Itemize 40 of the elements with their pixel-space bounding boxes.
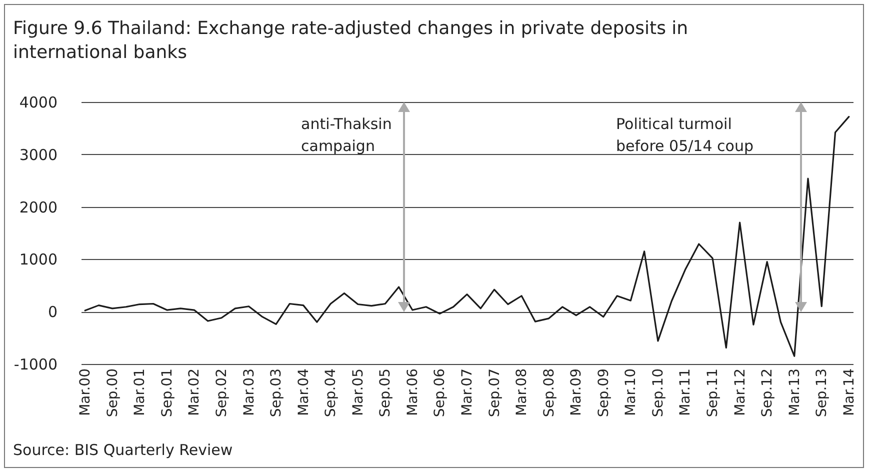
x-tick-label: Mar.04 <box>296 368 312 416</box>
y-tick-label: 1000 <box>19 250 58 269</box>
x-tick-label: Sep.09 <box>596 368 612 418</box>
y-tick-label: 2000 <box>19 198 58 216</box>
x-tick-label: Sep.04 <box>323 368 340 418</box>
y-tick-label: -1000 <box>14 356 58 374</box>
x-tick-label: Sep.08 <box>541 368 558 418</box>
x-tick-label: Sep.06 <box>432 368 448 418</box>
y-tick-label: 0 <box>48 303 58 322</box>
chart-title: Figure 9.6 Thailand: Exchange rate-adjusted changes in private deposits in international banks <box>13 17 690 65</box>
x-tick-label: Sep.02 <box>214 368 230 418</box>
x-tick-label: Mar.13 <box>786 368 803 416</box>
x-tick-label: Mar.00 <box>78 368 94 416</box>
x-tick-label: Sep.11 <box>705 368 722 418</box>
line-series <box>84 116 850 357</box>
x-tick-label: Mar.05 <box>350 368 366 416</box>
annotation: Political turmoil before 05/14 coup <box>616 114 754 157</box>
x-tick-label: Mar.07 <box>460 368 476 416</box>
x-tick-label: Mar.10 <box>623 368 640 416</box>
x-tick-label: Sep.12 <box>760 368 776 418</box>
x-tick-label: Mar.01 <box>132 368 148 416</box>
x-tick-label: Sep.03 <box>268 368 285 418</box>
x-tick-label: Sep.10 <box>650 368 666 418</box>
x-tick-label: Sep.13 <box>814 368 830 418</box>
x-tick-label: Mar.08 <box>514 368 530 416</box>
x-tick-label: Mar.03 <box>241 368 258 416</box>
x-tick-label: Mar.09 <box>568 368 585 416</box>
x-tick-label: Mar.14 <box>841 368 858 416</box>
source-note: Source: BIS Quarterly Review <box>13 441 233 459</box>
x-tick-label: Mar.12 <box>732 368 748 416</box>
x-tick-label: Mar.06 <box>404 368 421 416</box>
x-tick-label: Mar.11 <box>678 368 694 416</box>
x-tick-label: Sep.00 <box>104 368 121 418</box>
annotation: anti-Thaksin campaign <box>301 114 393 157</box>
y-tick-label: 3000 <box>19 146 58 164</box>
x-tick-label: Mar.02 <box>186 368 203 416</box>
x-tick-label: Sep.05 <box>378 368 394 418</box>
x-tick-label: Sep.01 <box>159 368 176 418</box>
x-tick-label: Sep.07 <box>486 368 503 418</box>
y-tick-label: 4000 <box>19 94 58 112</box>
